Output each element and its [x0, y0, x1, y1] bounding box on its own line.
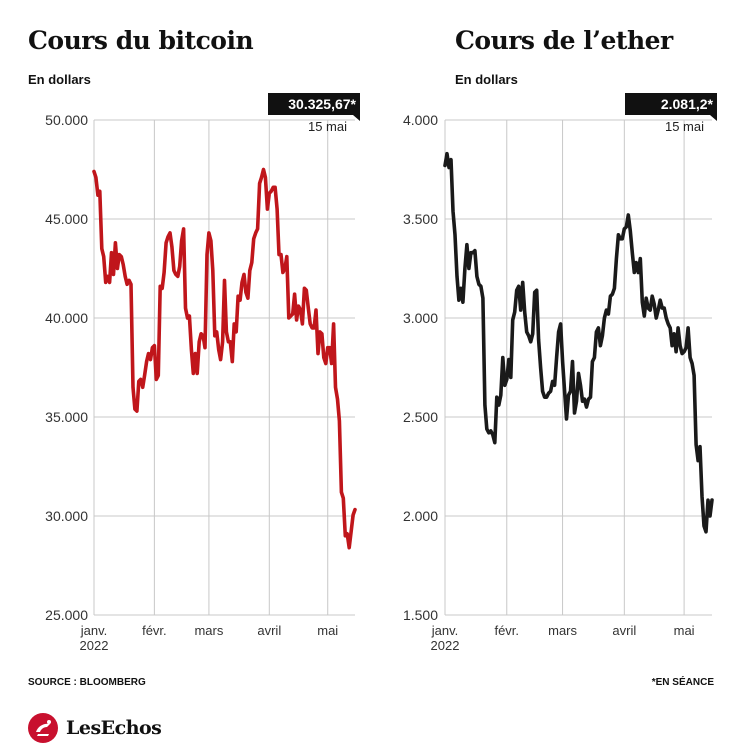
y-tick-label: 35.000	[45, 409, 88, 425]
y-tick-label: 25.000	[45, 607, 88, 623]
y-tick-label: 3.500	[403, 211, 438, 227]
y-tick-label: 40.000	[45, 310, 88, 326]
source-note: SOURCE : BLOOMBERG	[28, 677, 146, 688]
ether-chart: 1.500 2.000 2.500 3.000 3.500 4.000 janv.2022 f…	[403, 93, 717, 653]
price-line	[92, 167, 357, 550]
last-value-label: 30.325,67*	[288, 96, 356, 112]
les-echos-logo-icon	[28, 713, 58, 743]
x-tick-label: 2022	[431, 638, 460, 653]
y-tick-label: 2.000	[403, 508, 438, 524]
logo-text: LesEchos	[66, 717, 162, 739]
last-date-label: 15 mai	[665, 119, 704, 134]
x-tick-label: avril	[257, 623, 281, 638]
x-tick-label: févr.	[142, 623, 167, 638]
x-tick-label: janv.	[80, 623, 108, 638]
y-tick-label: 4.000	[403, 112, 438, 128]
x-tick-label: févr.	[494, 623, 519, 638]
chart-title: Cours du bitcoin	[28, 26, 254, 55]
price-line	[443, 151, 714, 534]
brand-logo: LesEchos	[28, 711, 162, 745]
chart-title: Cours de l’ether	[455, 26, 673, 55]
chart-subtitle: En dollars	[28, 72, 91, 87]
x-tick-label: avril	[612, 623, 636, 638]
last-value-callout	[268, 93, 360, 121]
y-tick-label: 30.000	[45, 508, 88, 524]
y-tick-label: 3.000	[403, 310, 438, 326]
y-tick-label: 45.000	[45, 211, 88, 227]
y-tick-label: 2.500	[403, 409, 438, 425]
bitcoin-chart: 25.000 30.000 35.000 40.000 45.000 50.000 janv…	[45, 93, 360, 653]
x-tick-label: mars	[194, 623, 223, 638]
x-tick-label: mai	[674, 623, 695, 638]
y-tick-label: 50.000	[45, 112, 88, 128]
last-value-callout	[625, 93, 717, 121]
chart-subtitle: En dollars	[455, 72, 518, 87]
y-tick-label: 1.500	[403, 607, 438, 623]
x-tick-label: 2022	[80, 638, 109, 653]
x-tick-label: janv.	[431, 623, 459, 638]
last-value-label: 2.081,2*	[661, 96, 714, 112]
ether-panel: Cours de l’ether En dollars 1.500 2.000 2.…	[375, 0, 750, 670]
x-tick-label: mars	[548, 623, 577, 638]
bitcoin-panel: Cours du bitcoin En dollars 25.000 30.000…	[0, 0, 375, 670]
x-tick-label: mai	[317, 623, 338, 638]
footnote: *EN SÉANCE	[651, 677, 714, 688]
last-date-label: 15 mai	[308, 119, 347, 134]
